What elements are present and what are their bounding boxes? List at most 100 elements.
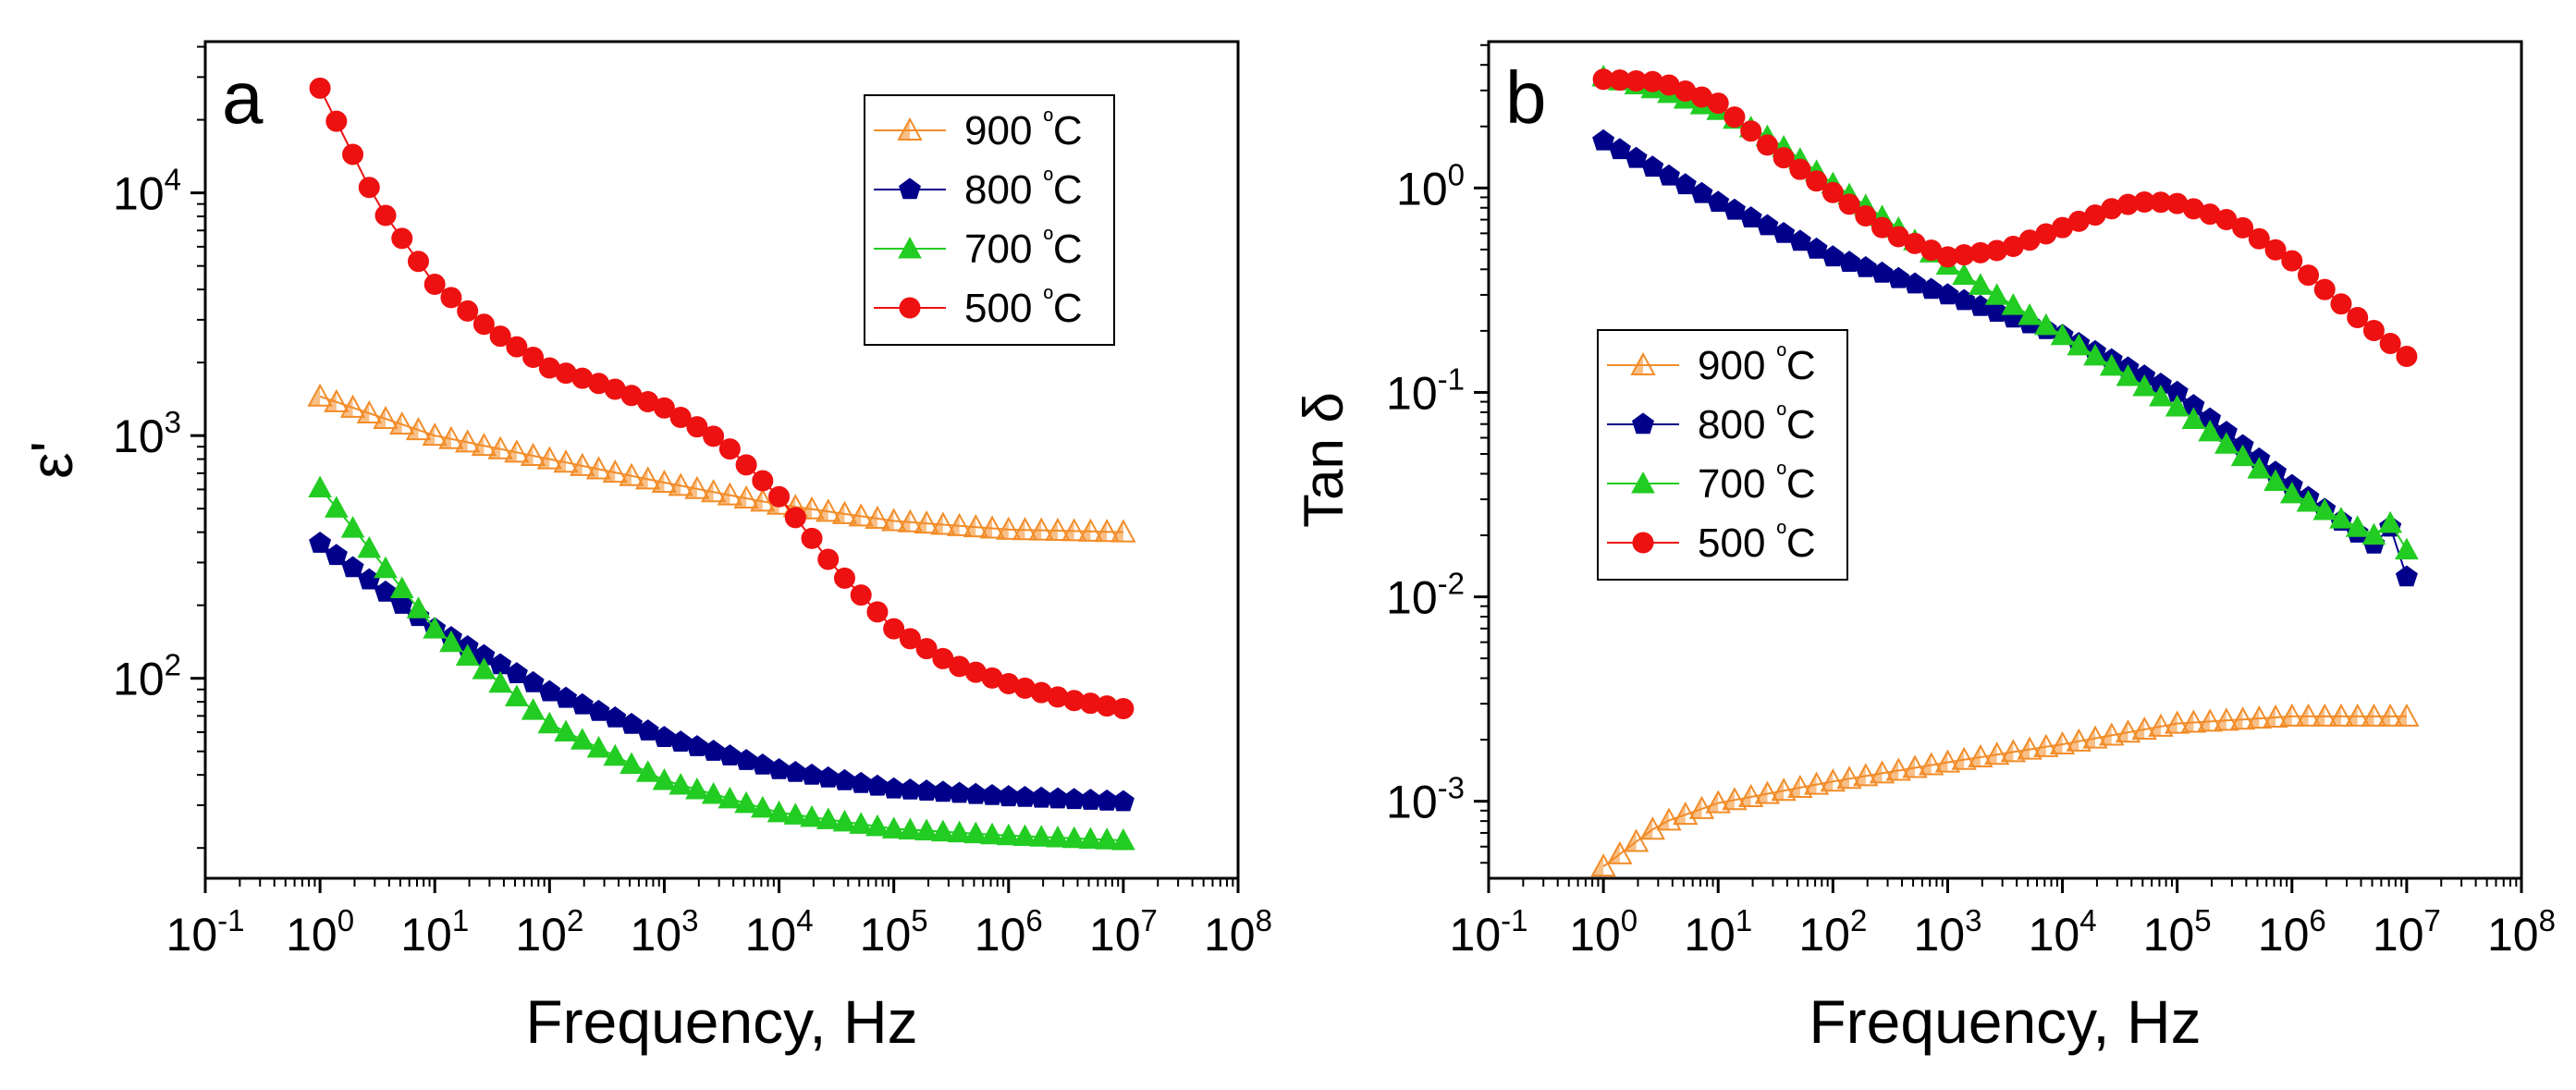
series-500-point-28 bbox=[768, 485, 791, 508]
series-900-marker-fill bbox=[555, 451, 567, 472]
series-500-point-4 bbox=[374, 204, 397, 227]
series-500-point-0 bbox=[309, 77, 331, 99]
series-500 bbox=[1592, 68, 2418, 368]
panel-a-epsilon-chart: 10-1 100 101 102 103 104 105 106 107 108 102 103 104… bbox=[18, 40, 1272, 1056]
series-900-marker-fill bbox=[2280, 704, 2292, 726]
series-900-marker-fill bbox=[816, 500, 828, 521]
series-700-point-42 bbox=[996, 823, 1021, 846]
x-tick-label: 102 bbox=[515, 903, 583, 961]
series-700-point-40 bbox=[963, 821, 988, 844]
series-800-point-4 bbox=[1658, 164, 1680, 186]
x-axis-title: Frequency, Hz bbox=[1809, 987, 2201, 1056]
legend-label: 900 ºC bbox=[964, 106, 1083, 153]
series-900-marker-fill bbox=[341, 396, 353, 417]
x-tick-label: 108 bbox=[2487, 903, 2556, 961]
series-900-marker-fill bbox=[2084, 727, 2096, 748]
series-700-point-23 bbox=[685, 777, 709, 800]
series-800-point-13 bbox=[1805, 237, 1828, 259]
series-800-point-21 bbox=[1936, 283, 1959, 305]
series-800-point-34 bbox=[865, 774, 889, 796]
series-700-point-34 bbox=[2149, 384, 2173, 407]
series-500-point-6 bbox=[407, 251, 429, 273]
x-tick-label: 103 bbox=[1913, 903, 1981, 961]
series-900-marker-fill bbox=[2395, 704, 2407, 726]
series-900-marker-fill bbox=[587, 458, 599, 479]
x-tick-label: 103 bbox=[630, 903, 698, 961]
series-700-point-46 bbox=[2345, 515, 2370, 537]
series-900-marker-fill bbox=[1953, 748, 1965, 769]
series-900-marker-fill bbox=[735, 486, 747, 508]
series-900-marker-fill bbox=[981, 517, 993, 538]
series-900-marker-fill bbox=[1838, 767, 1850, 789]
series-500-point-13 bbox=[1806, 170, 1828, 192]
x-tick-label: 104 bbox=[745, 903, 814, 961]
series-500-point-13 bbox=[522, 347, 545, 369]
series-900-marker-fill bbox=[2034, 735, 2046, 756]
series-800-point-19 bbox=[1904, 272, 1926, 294]
series-700-point-4 bbox=[374, 556, 398, 579]
series-700-point-31 bbox=[816, 807, 840, 829]
x-tick-label: 101 bbox=[400, 903, 469, 961]
series-500-point-10 bbox=[1756, 134, 1778, 156]
series-500-point-15 bbox=[1838, 193, 1860, 215]
series-500-point-9 bbox=[457, 300, 479, 322]
series-900-marker-fill bbox=[2002, 741, 2014, 762]
series-500-point-9 bbox=[1740, 120, 1762, 142]
series-700-point-11 bbox=[488, 670, 512, 693]
series-800-point-1 bbox=[325, 544, 348, 566]
y-tick-label: 102 bbox=[113, 648, 181, 705]
series-500-point-39 bbox=[2232, 216, 2254, 239]
series-900-marker-fill bbox=[2116, 721, 2128, 742]
series-500-point-8 bbox=[1723, 106, 1746, 129]
series-900-marker-fill bbox=[1936, 751, 1948, 772]
series-900-marker-fill bbox=[2329, 704, 2341, 726]
series-500-point-37 bbox=[915, 638, 938, 660]
series-900-marker-fill bbox=[1773, 779, 1785, 801]
series-500-point-3 bbox=[358, 177, 380, 199]
series-500-point-2 bbox=[342, 143, 364, 165]
series-800-point-24 bbox=[702, 740, 725, 761]
series-800-point-2 bbox=[1625, 146, 1648, 168]
legend-label: 700 ºC bbox=[1698, 459, 1816, 507]
series-700-point-47 bbox=[1078, 827, 1103, 849]
series-800-point-17 bbox=[1871, 261, 1894, 283]
series-800-point-22 bbox=[669, 730, 693, 752]
series-700-point-25 bbox=[2001, 293, 2026, 315]
y-tick-label: 10-3 bbox=[1386, 771, 1465, 828]
series-800-point-8 bbox=[1723, 198, 1746, 220]
series-500-point-22 bbox=[669, 406, 692, 428]
series-500-point-8 bbox=[440, 287, 462, 309]
series-500-point-36 bbox=[899, 628, 921, 650]
series-500-point-26 bbox=[735, 454, 757, 476]
series-800-point-12 bbox=[505, 662, 528, 683]
series-700-point-42 bbox=[2279, 481, 2304, 504]
series-700-point-38 bbox=[2214, 432, 2239, 454]
series-800-point-4 bbox=[374, 580, 397, 602]
series-700-point-17 bbox=[586, 735, 611, 758]
series-900 bbox=[1590, 703, 2420, 877]
legend-500-point-0 bbox=[899, 297, 921, 319]
series-900-marker-fill bbox=[1111, 521, 1123, 542]
series-500-point-24 bbox=[703, 425, 725, 447]
series-800-point-18 bbox=[1887, 266, 1910, 288]
series-900-marker-fill bbox=[390, 413, 402, 435]
series-800-point-12 bbox=[1788, 229, 1811, 251]
series-800-point-11 bbox=[1773, 221, 1796, 243]
series-500-point-7 bbox=[1707, 92, 1729, 115]
series-500-point-23 bbox=[686, 416, 708, 438]
y-tick-label: 100 bbox=[1396, 157, 1465, 214]
series-700-point-34 bbox=[865, 814, 889, 837]
series-500-point-16 bbox=[1855, 204, 1877, 227]
series-900-marker-fill bbox=[538, 447, 550, 469]
x-tick-label: 100 bbox=[286, 903, 354, 961]
series-900-marker-fill bbox=[439, 427, 451, 448]
plot-area bbox=[1590, 64, 2420, 877]
series-700-point-5 bbox=[389, 576, 414, 599]
series-900-marker-fill bbox=[2346, 704, 2358, 726]
series-800-line bbox=[319, 542, 1123, 803]
series-700-point-38 bbox=[931, 819, 955, 842]
series-700-point-2 bbox=[340, 516, 365, 538]
series-700-point-40 bbox=[2247, 457, 2272, 479]
series-900-marker-fill bbox=[751, 490, 763, 511]
series-900-marker-fill bbox=[1641, 818, 1653, 839]
